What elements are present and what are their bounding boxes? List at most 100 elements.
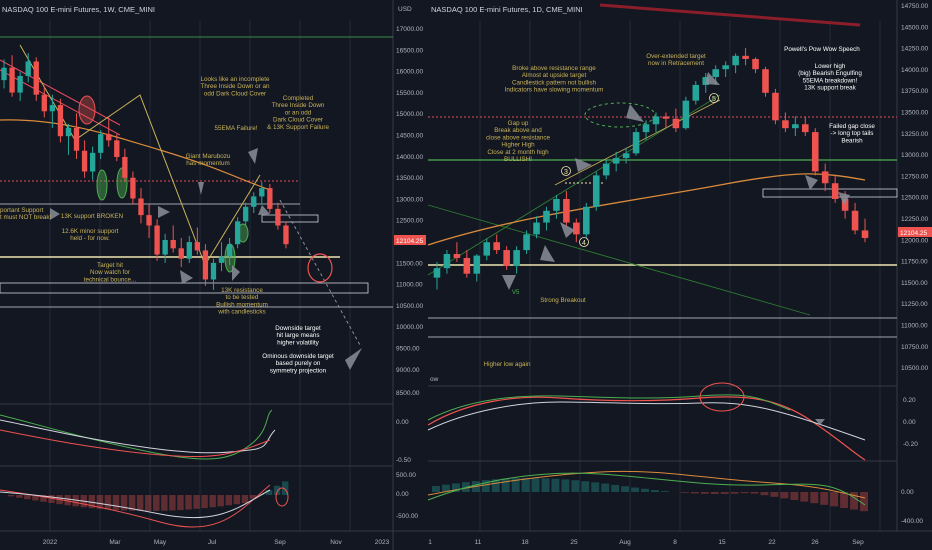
price-tick: 9000.00	[396, 367, 420, 374]
candle-body	[583, 206, 590, 235]
candle-body	[523, 234, 530, 251]
annotation-13k-broken: 13K support BROKEN	[61, 213, 124, 220]
annotation-13k-resistance: to be tested	[226, 294, 259, 301]
candle-body	[722, 65, 729, 70]
price-tick: 15000.00	[396, 111, 423, 118]
histogram-bar	[820, 492, 829, 505]
histogram-bar	[680, 492, 689, 493]
candle-body	[81, 150, 88, 172]
histogram-bar	[591, 482, 600, 492]
candle-body	[742, 55, 749, 59]
price-tick: 12750.00	[901, 173, 928, 180]
price-tick: 12000.00	[901, 237, 928, 244]
annotation-lower-high: Lower high	[815, 63, 846, 70]
histogram-bar	[128, 495, 136, 511]
annotation-ominous-target: Ominous downside target	[262, 353, 334, 360]
histogram-bar	[521, 478, 530, 492]
annotation-broke-resistance: Candlestick pattern not bullish	[512, 79, 597, 86]
histogram-bar	[601, 483, 610, 492]
v-label: V5	[512, 290, 520, 296]
right-price-axis: 14750.00 14500.00 14250.00 14000.00 13750.00…	[901, 3, 928, 525]
annotation-over-extended: Over-extended target	[646, 53, 706, 60]
time-tick: 26	[811, 539, 819, 546]
annotation-13k-resistance: 13K resistance	[221, 287, 263, 294]
annotation-completed-pattern: Three Inside Down	[272, 102, 325, 109]
time-tick: 18	[521, 539, 529, 546]
arrow	[198, 182, 204, 195]
oscillator-tick: 8500.00	[396, 390, 420, 397]
annotation-incomplete-pattern: Three Inside Down or an	[201, 83, 270, 90]
histogram-bar	[265, 490, 273, 495]
annotation-gap-up: BULLISH!	[504, 156, 532, 163]
candle-body	[553, 198, 560, 211]
candle-body	[802, 124, 809, 133]
histogram-bar	[611, 484, 620, 492]
candle-body	[210, 262, 217, 280]
candle-body	[772, 92, 779, 121]
arrow	[560, 222, 575, 238]
histogram-bar	[72, 495, 79, 507]
histogram-bar	[32, 495, 39, 501]
histogram-bar	[501, 478, 510, 492]
histogram-bar	[631, 487, 640, 492]
histogram-bar	[209, 495, 216, 508]
candle-body	[218, 256, 225, 263]
arrow	[838, 192, 850, 205]
histogram-bar	[104, 495, 112, 510]
histogram-bar	[441, 484, 450, 492]
annotation-arrows	[50, 72, 850, 425]
candle-body	[1, 67, 7, 81]
histogram-bar	[145, 495, 152, 511]
annotation-marubozu: Giant Marubozu	[186, 153, 231, 160]
price-tick: 17000.00	[396, 26, 423, 33]
annotation-completed-pattern: Dark Cloud Cover	[273, 117, 323, 124]
candles-weekly	[1, 53, 289, 290]
histogram-bar	[830, 492, 839, 507]
annotation-broke-resistance: Indicators have slowing momentum	[505, 87, 604, 94]
price-tick: 13500.00	[901, 110, 928, 117]
oscillator-tick: -0.20	[903, 441, 918, 448]
arrow	[540, 245, 555, 262]
histogram-bar	[153, 495, 160, 511]
mid-price-tag: 12104.25	[394, 235, 426, 245]
annotation-downside-target: Downside target	[275, 325, 321, 332]
annotation-13k-resistance: with candlesticks	[217, 309, 265, 316]
price-tick: 11750.00	[901, 259, 928, 266]
histogram-bar	[185, 495, 192, 510]
annotation-important-support: t must NOT break!	[0, 214, 52, 221]
histogram-bar	[48, 495, 55, 503]
oscillator-tick: -0.50	[396, 457, 411, 464]
left-oscillator-1	[0, 409, 276, 460]
annotation-gap-up: Gap up	[508, 120, 529, 127]
price-tick: 11500.00	[396, 260, 423, 267]
arrow	[805, 175, 818, 190]
histogram-bar	[217, 495, 224, 507]
arrow	[158, 206, 170, 218]
candle-body	[702, 77, 710, 85]
candle-body	[752, 58, 759, 70]
histogram-bar	[551, 478, 560, 492]
histogram-bar	[136, 495, 144, 511]
annotation-higher-low: Higher low again	[484, 361, 531, 368]
histogram-bar	[273, 485, 281, 495]
annotation-over-extended: now in Retracement	[648, 60, 704, 67]
candle-body	[851, 210, 859, 231]
annotation-broke-resistance: Broke above resistance range	[512, 65, 596, 72]
histogram-bar	[511, 478, 520, 492]
svg-text:5: 5	[712, 96, 716, 103]
candle-body	[612, 158, 620, 164]
left-title: NASDAQ 100 E-mini Futures, 1W, CME_MINI	[2, 5, 155, 14]
histogram-bar	[700, 492, 709, 494]
histogram-bar	[491, 479, 500, 492]
marubozu-circle	[78, 95, 96, 125]
histogram-bar	[571, 480, 580, 492]
histogram-bar	[96, 495, 104, 509]
candle-body	[443, 254, 451, 269]
price-tick: 12250.00	[901, 216, 928, 223]
target-circle	[307, 253, 333, 283]
candle-body	[672, 118, 680, 129]
candle-body	[463, 257, 471, 274]
right-time-axis: 1 11 18 25 Aug 8 15 22 26 Sep	[428, 539, 864, 546]
candle-body	[89, 152, 96, 172]
